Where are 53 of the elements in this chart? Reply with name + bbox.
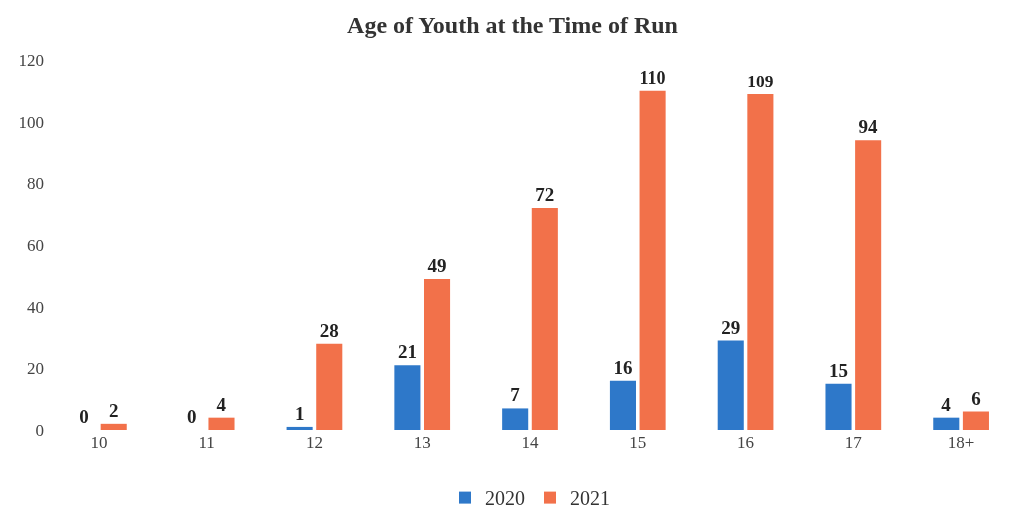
x-tick-label: 15 xyxy=(629,433,647,452)
bar xyxy=(286,426,313,430)
data-label: 29 xyxy=(721,316,741,338)
data-label: 28 xyxy=(319,319,339,341)
bar xyxy=(208,417,235,430)
bar xyxy=(855,140,882,430)
data-label: 6 xyxy=(971,387,981,409)
bar xyxy=(502,408,529,430)
y-tick-label: 0 xyxy=(35,420,44,440)
bar xyxy=(316,343,343,430)
y-tick-label: 120 xyxy=(18,50,44,70)
data-label: 0 xyxy=(187,406,197,427)
data-label: 72 xyxy=(535,184,555,205)
data-label: 7 xyxy=(510,384,521,406)
bar xyxy=(639,90,666,430)
x-tick-label: 12 xyxy=(305,433,323,452)
x-tick-label: 16 xyxy=(737,433,755,452)
bar xyxy=(933,417,960,430)
bar xyxy=(609,380,636,430)
data-label: 4 xyxy=(216,393,227,415)
y-tick-label: 80 xyxy=(27,174,44,194)
data-label: 16 xyxy=(613,356,633,378)
legend-label: 2020 xyxy=(485,487,525,510)
y-tick-label: 40 xyxy=(27,297,44,317)
bar xyxy=(747,93,774,430)
y-tick-label: 60 xyxy=(27,235,44,255)
data-label: 4 xyxy=(941,393,952,415)
y-tick-label: 100 xyxy=(18,112,44,132)
data-label: 21 xyxy=(397,341,417,363)
data-label: 0 xyxy=(79,406,89,427)
y-tick-label: 20 xyxy=(27,359,44,379)
bar xyxy=(424,278,451,430)
data-label: 94 xyxy=(858,116,878,138)
x-tick-label: 18+ xyxy=(947,433,975,452)
x-tick-label: 10 xyxy=(90,433,108,452)
bar xyxy=(394,365,421,430)
bar xyxy=(825,383,852,430)
legend-label: 2021 xyxy=(570,487,610,510)
data-label: 49 xyxy=(427,254,447,276)
data-label: 15 xyxy=(829,359,849,381)
data-label: 109 xyxy=(747,72,774,92)
bar xyxy=(100,423,127,430)
x-tick-label: 17 xyxy=(844,433,863,452)
bar xyxy=(962,411,989,430)
x-tick-label: 11 xyxy=(198,433,215,452)
x-tick-label: 13 xyxy=(413,433,431,452)
data-label: 110 xyxy=(639,68,666,89)
bar xyxy=(531,208,558,430)
data-label: 2 xyxy=(108,399,119,421)
bar xyxy=(717,340,744,430)
data-label: 1 xyxy=(294,402,305,424)
chart-title: Age of Youth at the Time of Run xyxy=(347,11,678,38)
x-tick-label: 14 xyxy=(521,433,539,452)
